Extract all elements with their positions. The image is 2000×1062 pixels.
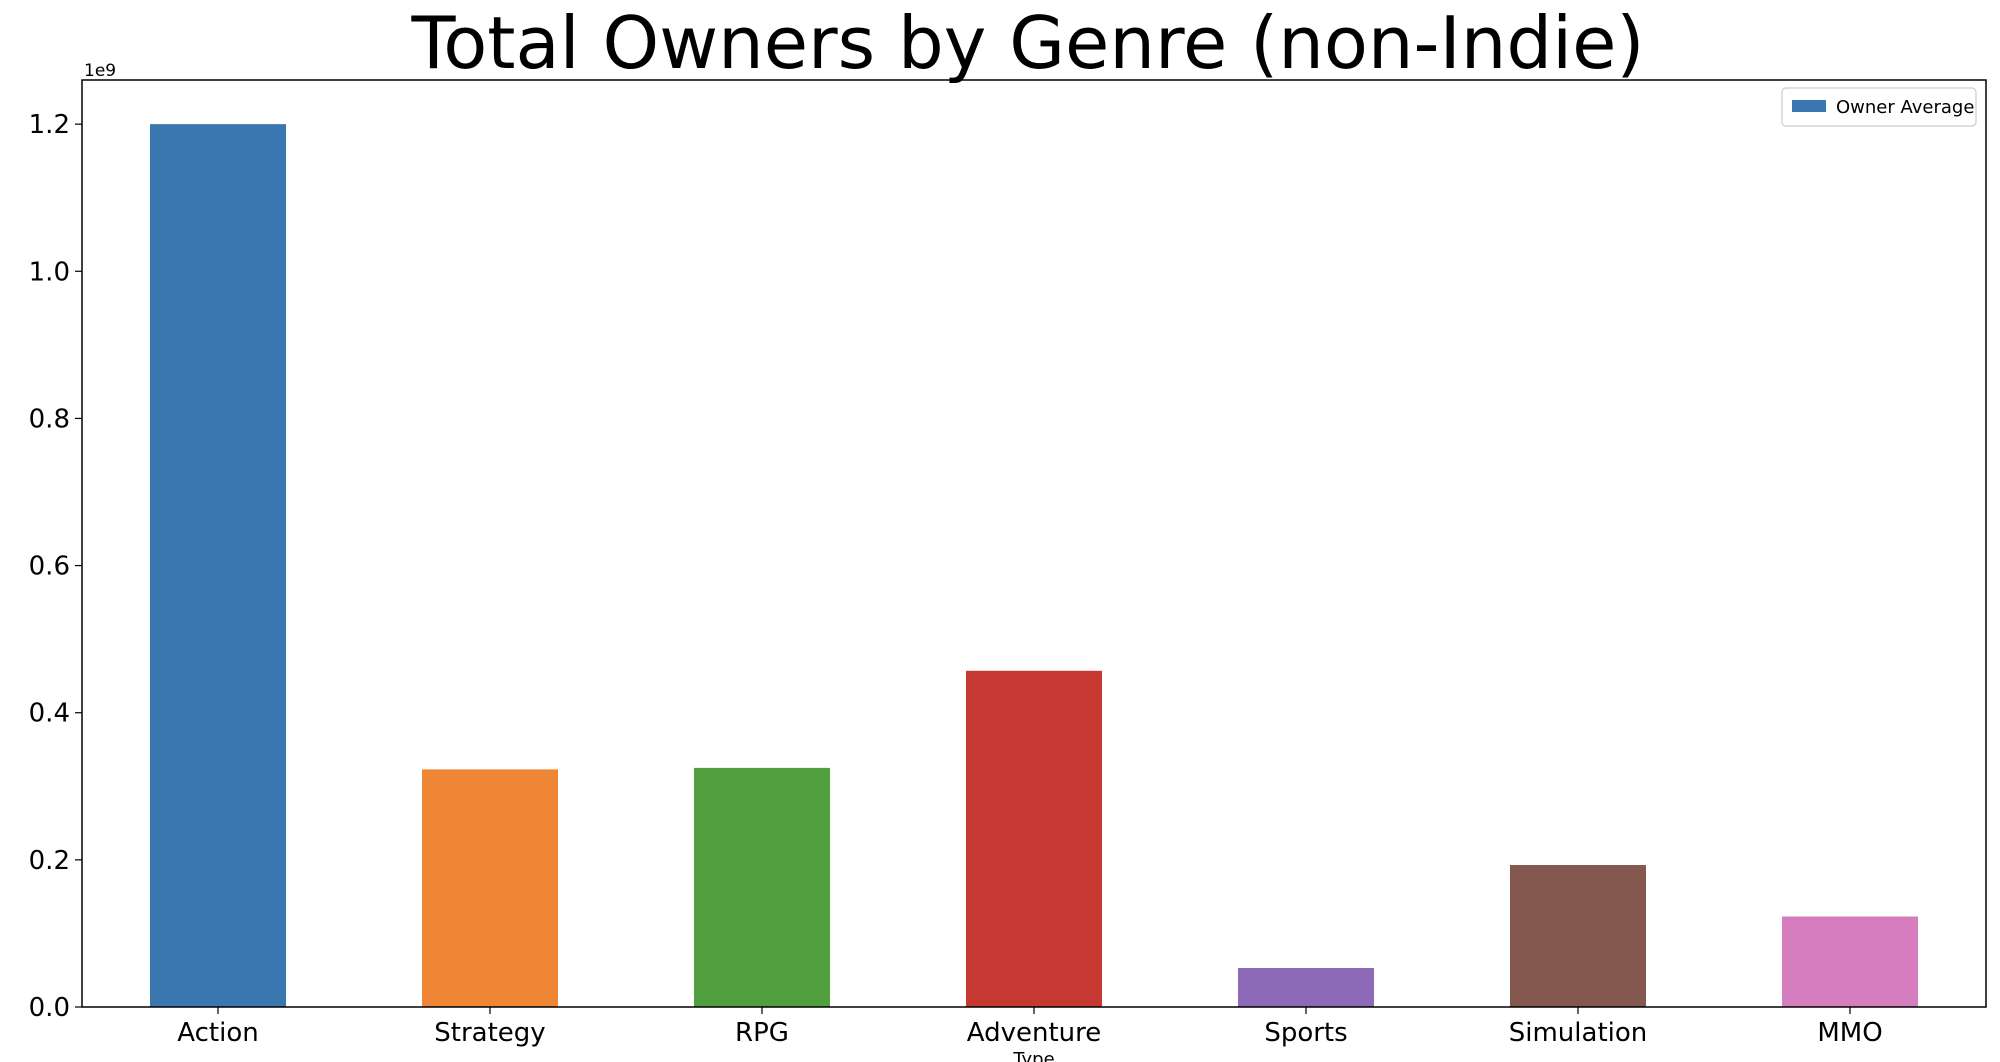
bars-group [150,124,1918,1007]
y-axis-offset-label: 1e9 [84,61,116,81]
y-tick-label: 0.0 [29,993,70,1023]
y-tick-label: 0.8 [29,404,70,434]
bar-adventure [966,670,1102,1007]
y-tick-label: 1.0 [29,257,70,287]
legend-box [1781,87,1977,127]
x-tick-label: RPG [735,1018,789,1048]
plot-area-frame [81,79,1987,1008]
x-tick-label: Sports [1264,1018,1347,1048]
y-axis-ticks: 0.0 0.2 0.4 0.6 0.8 1.0 1.2 [29,110,82,1023]
bar-sports [1238,968,1374,1007]
bar-strategy [422,769,558,1007]
legend-swatch [1792,100,1826,112]
bar-rpg [694,767,830,1007]
legend: Owner Average [1781,87,1977,127]
x-tick-label: Strategy [434,1018,545,1048]
x-axis-ticks: Action Strategy RPG Adventure Sports Simulati… [177,1007,1883,1048]
x-tick-label: Adventure [967,1018,1101,1048]
y-tick-label: 0.4 [29,699,70,729]
x-axis-label: Type [1012,1049,1054,1062]
y-tick-label: 0.6 [29,552,70,582]
bar-simulation [1510,865,1646,1007]
legend-label: Owner Average [1836,97,1974,118]
x-tick-label: Action [177,1018,258,1048]
bar-action [150,124,286,1007]
x-tick-label: MMO [1817,1018,1882,1048]
chart-title: Total Owners by Genre (non-Indie) [411,1,1645,85]
y-tick-label: 1.2 [29,110,70,140]
bar-mmo [1782,916,1918,1007]
x-tick-label: Simulation [1509,1018,1648,1048]
y-tick-label: 0.2 [29,846,70,876]
